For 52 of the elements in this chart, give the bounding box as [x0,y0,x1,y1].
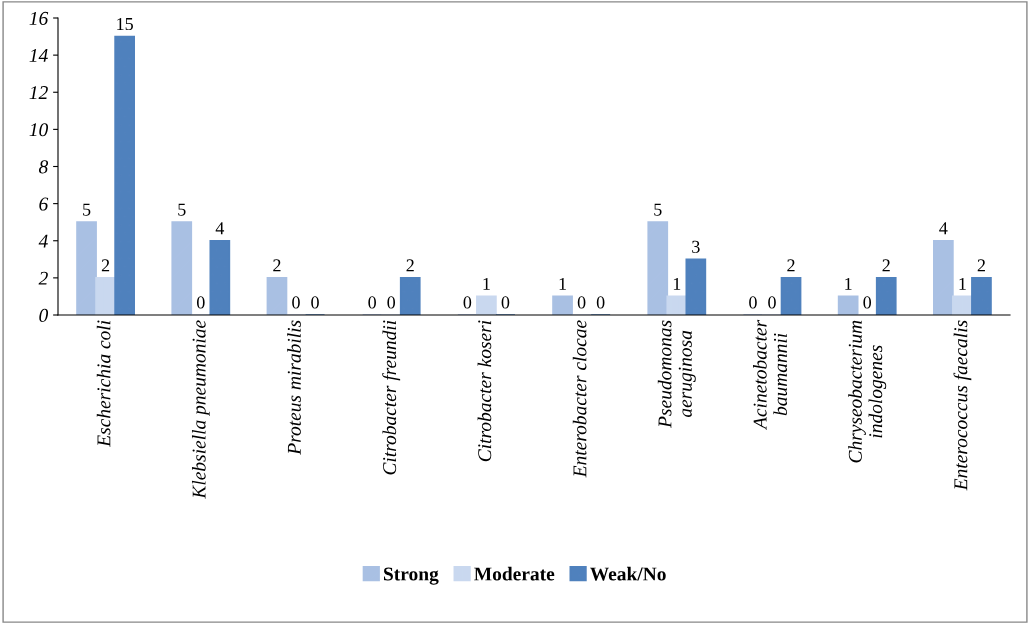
data-label: 0 [463,296,472,309]
data-label: 0 [311,296,319,309]
x-tick-label: Klebsiella pneumoniae [191,320,210,499]
data-label: 0 [501,296,510,309]
x-tick-label: Enterobacter clocae [572,320,587,478]
x-tick-label: Proteus mirabilis [287,320,301,455]
data-label: 0 [387,296,396,309]
data-label: 2 [273,259,281,272]
data-label: 0 [196,296,205,309]
data-label: 0 [749,296,757,309]
data-label: 15 [117,18,133,31]
y-tick-label: 16 [29,11,49,25]
data-label: 3 [692,240,700,253]
data-label: 0 [863,296,872,309]
x-tick-label: Enterococcus faecalis [953,320,972,491]
data-label: 1 [959,277,966,290]
legend-label: Weak/No [590,566,666,581]
y-tick-label: 10 [29,123,49,137]
x-tick-label: Pseudomonas aeruginosa [657,320,696,428]
data-label: 2 [882,259,890,272]
data-label: 0 [596,296,605,309]
legend-label: Strong [384,567,439,585]
x-tick-label: Citrobacter freundii [382,320,401,475]
data-label: 2 [101,259,110,272]
legend-label: Moderate [474,566,555,581]
x-tick-label: Acinetobacter baumannii [753,319,788,430]
data-label: 5 [83,203,91,216]
data-label: 1 [845,277,852,290]
y-tick-label: 14 [29,49,48,62]
data-label: 1 [673,277,681,290]
y-tick-label: 6 [39,197,49,211]
data-label: 5 [178,203,186,216]
y-tick-label: 0 [39,308,49,322]
y-tick-label: 12 [29,86,48,99]
y-tick-label: 2 [38,271,48,285]
data-label: 1 [483,277,490,290]
data-label: 5 [654,203,662,216]
data-label: 2 [977,259,985,272]
y-tick-label: 4 [38,234,48,248]
x-tick-label: Escherichia coli [96,320,111,447]
x-tick-label: Citrobacter koseri [477,320,492,462]
y-tick-label: 8 [38,160,49,174]
data-label: 0 [768,296,776,309]
data-label: 1 [559,277,566,290]
data-label: 0 [368,296,376,309]
data-label: 0 [577,296,586,309]
data-label: 0 [292,296,300,309]
x-tick-label: Chryseobacterium indologenes [848,320,887,463]
data-label: 4 [215,222,225,235]
data-label: 2 [406,259,414,272]
data-label: 2 [787,259,795,272]
data-label: 4 [939,222,948,235]
